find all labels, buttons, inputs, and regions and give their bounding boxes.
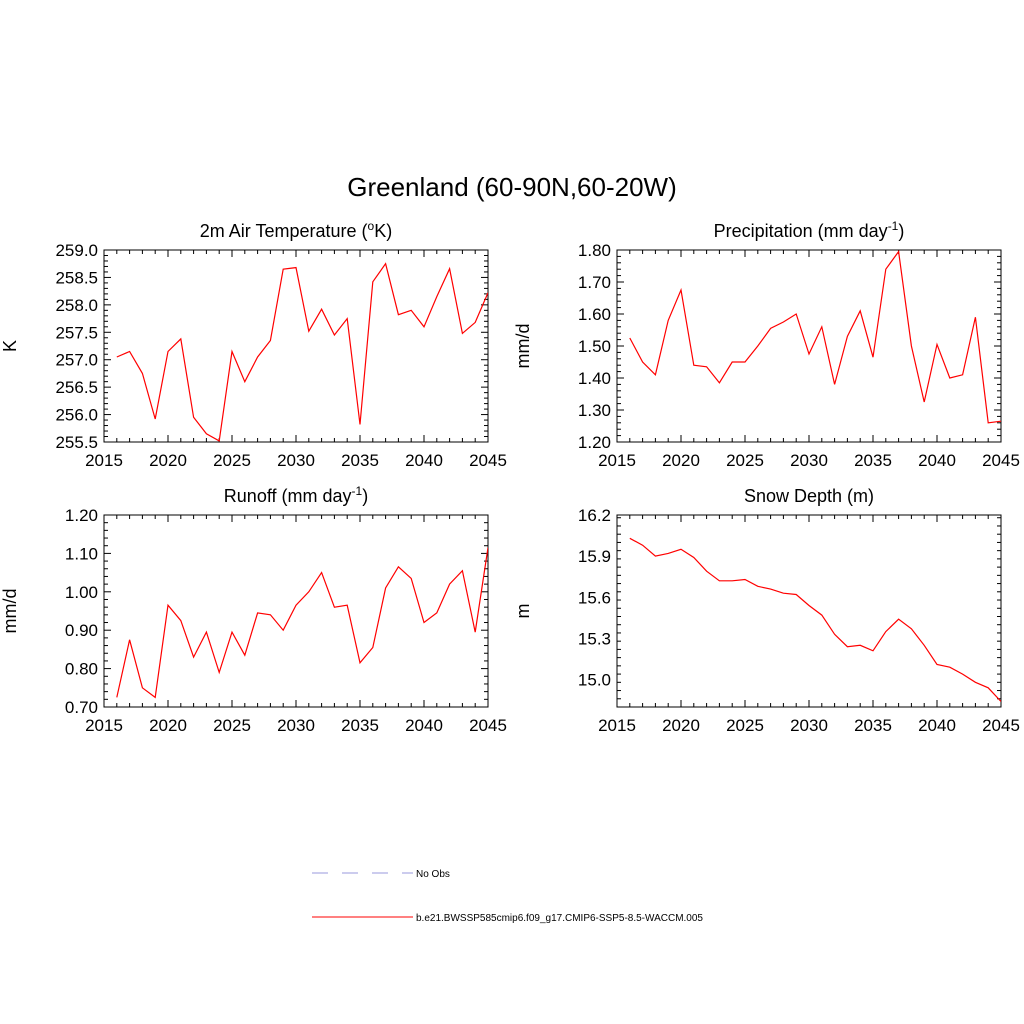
y-tick-label: 0.80 bbox=[65, 660, 98, 679]
x-tick-label: 2025 bbox=[726, 716, 764, 735]
x-tick-label: 2015 bbox=[598, 716, 636, 735]
legend-label-2: b.e21.BWSSP585cmip6.f09_g17.CMIP6-SSP5-8… bbox=[416, 913, 703, 924]
panel-snow-depth: Snow Depth (m) 2015 2020 2025 2030 2035 2040 20… bbox=[513, 486, 1020, 735]
series-line-snow-depth bbox=[629, 537, 1001, 702]
y-axis-label-snow-depth: m bbox=[513, 604, 533, 619]
panel-title-temperature: 2m Air Temperature (oK) bbox=[200, 219, 392, 241]
panel-title-snow-depth: Snow Depth (m) bbox=[744, 486, 874, 506]
x-tick-label: 2045 bbox=[469, 716, 507, 735]
y-tick-label: 15.0 bbox=[578, 671, 611, 690]
y-axis-label-precipitation: mm/d bbox=[513, 324, 533, 369]
x-tick-label: 2025 bbox=[726, 451, 764, 470]
x-tick-label: 2020 bbox=[662, 716, 700, 735]
x-tick-label: 2040 bbox=[918, 716, 956, 735]
y-tick-label: 1.80 bbox=[578, 241, 611, 260]
panel-title-superscript: -1 bbox=[352, 484, 363, 498]
y-tick-label: 1.20 bbox=[578, 433, 611, 452]
x-tick-label: 2045 bbox=[982, 451, 1020, 470]
x-tick-label: 2025 bbox=[213, 716, 251, 735]
y-tick-label: 16.2 bbox=[578, 506, 611, 525]
x-tick-label: 2030 bbox=[277, 451, 315, 470]
x-tick-label: 2020 bbox=[149, 451, 187, 470]
x-tick-label: 2040 bbox=[405, 716, 443, 735]
y-tick-label: 258.5 bbox=[55, 268, 98, 287]
y-tick-label: 1.60 bbox=[578, 305, 611, 324]
y-tick-label: 15.3 bbox=[578, 629, 611, 648]
series-line-runoff bbox=[116, 547, 488, 699]
panel-temperature: 2m Air Temperature (oK) 2015 2020 2025 2030 2… bbox=[0, 219, 507, 470]
y-tick-label: 15.6 bbox=[578, 588, 611, 607]
y-tick-label: 259.0 bbox=[55, 241, 98, 260]
panel-title-text: Snow Depth (m) bbox=[744, 486, 874, 506]
x-tick-label: 2035 bbox=[854, 451, 892, 470]
y-tick-label: 1.30 bbox=[578, 401, 611, 420]
plot-frame-snow-depth bbox=[616, 514, 1002, 708]
x-tick-label: 2030 bbox=[790, 451, 828, 470]
y-tick-label: 0.70 bbox=[65, 698, 98, 717]
y-tick-label: 1.50 bbox=[578, 337, 611, 356]
panels: 2m Air Temperature (oK)2015 2020 2025 2030 2… bbox=[0, 219, 1020, 735]
y-tick-label: 1.40 bbox=[578, 369, 611, 388]
x-tick-label: 2015 bbox=[85, 716, 123, 735]
panel-title-text-end: ) bbox=[362, 486, 368, 506]
x-tick-label: 2015 bbox=[598, 451, 636, 470]
y-tick-label: 255.5 bbox=[55, 433, 98, 452]
x-tick-label: 2015 bbox=[85, 451, 123, 470]
panel-title-text: Precipitation (mm day bbox=[714, 221, 888, 241]
y-axis-label-runoff: mm/d bbox=[0, 589, 20, 634]
panel-title-superscript: o bbox=[368, 219, 375, 233]
x-tick-label: 2035 bbox=[341, 716, 379, 735]
panel-title-text: 2m Air Temperature ( bbox=[200, 221, 368, 241]
y-tick-label: 258.0 bbox=[55, 296, 98, 315]
x-tick-label: 2030 bbox=[790, 716, 828, 735]
legend-label-1: No Obs bbox=[416, 869, 450, 880]
x-tick-label: 2020 bbox=[149, 716, 187, 735]
panel-title-precipitation: Precipitation (mm day-1) bbox=[714, 219, 905, 241]
x-tick-label: 2040 bbox=[918, 451, 956, 470]
x-tick-label: 2045 bbox=[982, 716, 1020, 735]
y-tick-label: 1.70 bbox=[578, 273, 611, 292]
legend: No Obs b.e21.BWSSP585cmip6.f09_g17.CMIP6-… bbox=[312, 869, 703, 924]
plot-frame-runoff bbox=[103, 514, 489, 708]
y-tick-label: 0.90 bbox=[65, 621, 98, 640]
plot-frame-temperature bbox=[103, 249, 489, 443]
panel-title-superscript: -1 bbox=[888, 219, 899, 233]
y-tick-label: 256.0 bbox=[55, 406, 98, 425]
panel-title-text-end: ) bbox=[898, 221, 904, 241]
y-axis-label-temperature: K bbox=[0, 340, 20, 352]
panel-runoff: Runoff (mm day-1) 2015 2020 2025 2030 2035 204… bbox=[0, 484, 507, 735]
panel-title-runoff: Runoff (mm day-1) bbox=[224, 484, 368, 506]
x-tick-label: 2045 bbox=[469, 451, 507, 470]
y-tick-label: 257.0 bbox=[55, 351, 98, 370]
y-tick-label: 256.5 bbox=[55, 378, 98, 397]
x-tick-label: 2025 bbox=[213, 451, 251, 470]
series-line-precipitation bbox=[629, 250, 1001, 424]
x-tick-label: 2035 bbox=[854, 716, 892, 735]
y-tick-label: 15.9 bbox=[578, 547, 611, 566]
series-line-temperature bbox=[116, 262, 488, 442]
x-tick-label: 2030 bbox=[277, 716, 315, 735]
panel-title-text: Runoff (mm day bbox=[224, 486, 352, 506]
y-tick-label: 257.5 bbox=[55, 323, 98, 342]
x-tick-label: 2020 bbox=[662, 451, 700, 470]
y-tick-label: 1.20 bbox=[65, 506, 98, 525]
plot-frame-precipitation bbox=[616, 249, 1002, 443]
panel-title-text-end: K) bbox=[374, 221, 392, 241]
panel-precipitation: Precipitation (mm day-1) 2015 2020 2025 2030… bbox=[513, 219, 1020, 470]
y-tick-label: 1.10 bbox=[65, 544, 98, 563]
x-tick-label: 2035 bbox=[341, 451, 379, 470]
figure-title: Greenland (60-90N,60-20W) bbox=[347, 172, 677, 202]
y-tick-label: 1.00 bbox=[65, 583, 98, 602]
x-tick-label: 2040 bbox=[405, 451, 443, 470]
